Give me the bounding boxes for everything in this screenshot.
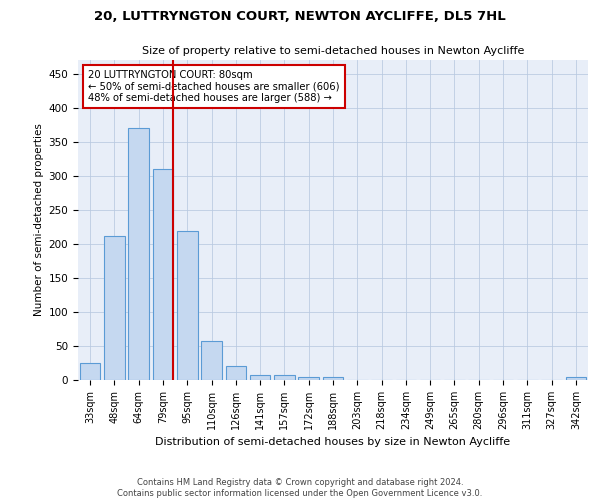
Text: Contains HM Land Registry data © Crown copyright and database right 2024.
Contai: Contains HM Land Registry data © Crown c… — [118, 478, 482, 498]
Bar — [274, 375, 295, 380]
Text: 20 LUTTRYNGTON COURT: 80sqm
← 50% of semi-detached houses are smaller (606)
48% : 20 LUTTRYNGTON COURT: 80sqm ← 50% of sem… — [88, 70, 340, 103]
Bar — [323, 376, 343, 380]
Bar — [177, 231, 197, 380]
Y-axis label: Number of semi-detached properties: Number of semi-detached properties — [34, 124, 44, 316]
Bar — [298, 376, 319, 380]
Bar — [80, 363, 100, 380]
X-axis label: Distribution of semi-detached houses by size in Newton Aycliffe: Distribution of semi-detached houses by … — [155, 438, 511, 448]
Text: 20, LUTTRYNGTON COURT, NEWTON AYCLIFFE, DL5 7HL: 20, LUTTRYNGTON COURT, NEWTON AYCLIFFE, … — [94, 10, 506, 23]
Bar — [566, 376, 586, 380]
Title: Size of property relative to semi-detached houses in Newton Aycliffe: Size of property relative to semi-detach… — [142, 46, 524, 56]
Bar — [104, 236, 125, 380]
Bar — [128, 128, 149, 380]
Bar — [226, 366, 246, 380]
Bar — [201, 341, 222, 380]
Bar — [152, 169, 173, 380]
Bar — [250, 375, 271, 380]
